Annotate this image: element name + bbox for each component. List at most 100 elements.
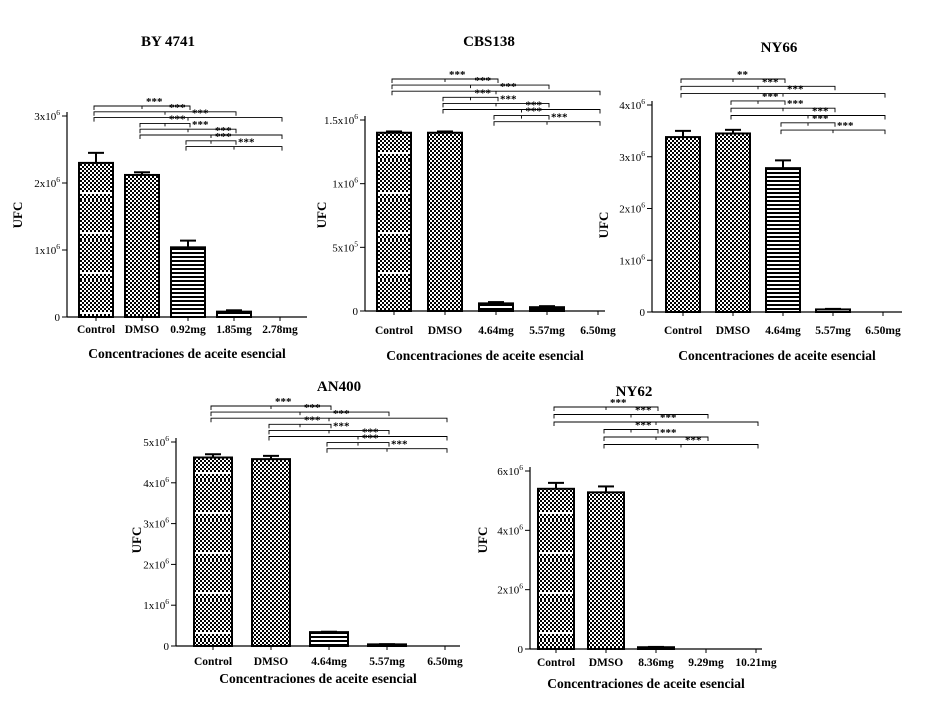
y-axis-label: UFC bbox=[596, 212, 611, 239]
x-tick-label: 4.64mg bbox=[478, 325, 514, 337]
significance-label: *** bbox=[362, 433, 379, 445]
significance-label: *** bbox=[333, 420, 350, 432]
y-tick-label: 0 bbox=[353, 306, 359, 318]
significance-label: *** bbox=[391, 439, 408, 451]
chart-panel-2: NY66 Concentraciones de aceite esencial UF… bbox=[596, 40, 902, 363]
x-axis-label: Concentraciones de aceite esencial bbox=[88, 346, 286, 361]
significance-label: *** bbox=[812, 113, 829, 125]
significance-label: *** bbox=[660, 427, 677, 439]
y-tick-label: 3x106 bbox=[143, 516, 169, 531]
y-tick-label: 3x106 bbox=[619, 149, 645, 164]
bar bbox=[537, 487, 575, 650]
significance-label: *** bbox=[660, 412, 677, 424]
chart-title: NY66 bbox=[761, 40, 798, 56]
significance-label: *** bbox=[526, 100, 543, 112]
significance-label: *** bbox=[500, 81, 517, 93]
significance-label: *** bbox=[551, 112, 568, 124]
y-tick-label: 5x105 bbox=[332, 239, 358, 254]
x-axis-label: Concentraciones de aceite esencial bbox=[547, 676, 745, 691]
y-tick-label: 0 bbox=[55, 312, 61, 324]
y-tick-label: 5x106 bbox=[143, 434, 169, 449]
x-tick-label: 0.92mg bbox=[170, 324, 206, 336]
y-tick-label: 6x106 bbox=[497, 463, 523, 478]
y-tick-label: 2x106 bbox=[619, 201, 645, 216]
chart-title: CBS138 bbox=[463, 34, 515, 50]
significance-label: *** bbox=[304, 402, 321, 414]
x-tick-label: 6.50mg bbox=[580, 325, 616, 337]
significance-label: *** bbox=[837, 120, 854, 132]
significance-label: *** bbox=[333, 408, 350, 420]
chart-panel-3: AN400 Concentraciones de aceite esencial U… bbox=[129, 379, 463, 686]
y-tick-label: 3x106 bbox=[34, 108, 60, 123]
significance-label: *** bbox=[762, 76, 779, 88]
significance-label: *** bbox=[169, 113, 186, 125]
bar bbox=[78, 161, 114, 318]
y-tick-label: 0 bbox=[640, 307, 646, 319]
significance-label: *** bbox=[526, 106, 543, 118]
bar bbox=[665, 136, 701, 313]
y-axis-label: UFC bbox=[10, 202, 25, 229]
bar bbox=[216, 310, 252, 319]
bar bbox=[170, 246, 206, 319]
significance-label: *** bbox=[146, 96, 163, 108]
x-tick-label: 5.57mg bbox=[815, 325, 851, 337]
y-tick-label: 0 bbox=[518, 644, 524, 656]
significance-label: *** bbox=[449, 69, 466, 81]
significance-label: *** bbox=[215, 131, 232, 143]
significance-label: *** bbox=[275, 396, 292, 408]
significance-label: *** bbox=[192, 119, 209, 131]
y-tick-label: 2x106 bbox=[34, 175, 60, 190]
chart-title: AN400 bbox=[317, 379, 361, 395]
x-tick-label: Control bbox=[77, 324, 115, 336]
x-tick-label: 6.50mg bbox=[865, 325, 901, 337]
y-tick-label: 4x106 bbox=[619, 97, 645, 112]
significance-label: *** bbox=[635, 420, 652, 432]
x-axis-label: Concentraciones de aceite esencial bbox=[386, 348, 584, 363]
x-tick-label: 9.29mg bbox=[688, 657, 724, 669]
y-axis-label: UFC bbox=[129, 527, 144, 554]
significance-label: *** bbox=[787, 98, 804, 110]
bar bbox=[251, 458, 291, 647]
x-tick-label: 5.57mg bbox=[529, 325, 565, 337]
bar bbox=[376, 131, 412, 312]
bar bbox=[529, 306, 565, 312]
y-tick-label: 1x106 bbox=[332, 176, 358, 191]
bar bbox=[193, 456, 233, 647]
chart-panel-1: CBS138 Concentraciones de aceite esencial… bbox=[314, 34, 616, 363]
y-tick-label: 1.5x106 bbox=[324, 112, 358, 127]
x-tick-label: 2.78mg bbox=[262, 324, 298, 336]
significance-label: *** bbox=[787, 84, 804, 96]
x-tick-label: Control bbox=[537, 657, 575, 669]
x-tick-label: 5.57mg bbox=[369, 656, 405, 668]
y-tick-label: 1x106 bbox=[619, 252, 645, 267]
significance-label: *** bbox=[610, 397, 627, 409]
x-tick-label: 10.21mg bbox=[735, 657, 776, 669]
x-tick-label: Control bbox=[664, 325, 702, 337]
x-tick-label: DMSO bbox=[716, 325, 751, 337]
x-tick-label: 8.36mg bbox=[638, 657, 674, 669]
x-tick-label: DMSO bbox=[589, 657, 624, 669]
x-tick-label: DMSO bbox=[125, 324, 160, 336]
significance-label: *** bbox=[304, 414, 321, 426]
charts-layer: BY 4741 Concentraciones de aceite esencia… bbox=[10, 34, 902, 691]
y-tick-label: 1x106 bbox=[34, 242, 60, 257]
y-axis-label: UFC bbox=[314, 202, 329, 229]
y-tick-label: 2x106 bbox=[143, 556, 169, 571]
x-tick-label: Control bbox=[375, 325, 413, 337]
x-tick-label: DMSO bbox=[254, 656, 289, 668]
significance-label: *** bbox=[169, 102, 186, 114]
x-tick-label: 4.64mg bbox=[765, 325, 801, 337]
y-tick-label: 4x106 bbox=[497, 522, 523, 537]
chart-panel-4: NY62 Concentraciones de aceite esencial UF… bbox=[475, 384, 777, 691]
significance-label: *** bbox=[192, 108, 209, 120]
significance-label: *** bbox=[215, 125, 232, 137]
bar bbox=[587, 491, 625, 650]
significance-label: *** bbox=[812, 106, 829, 118]
significance-label: *** bbox=[500, 93, 517, 105]
bar bbox=[124, 173, 160, 318]
chart-title: BY 4741 bbox=[141, 34, 195, 50]
y-tick-label: 0 bbox=[164, 641, 170, 653]
y-axis-label: UFC bbox=[475, 527, 490, 554]
significance-label: *** bbox=[762, 91, 779, 103]
